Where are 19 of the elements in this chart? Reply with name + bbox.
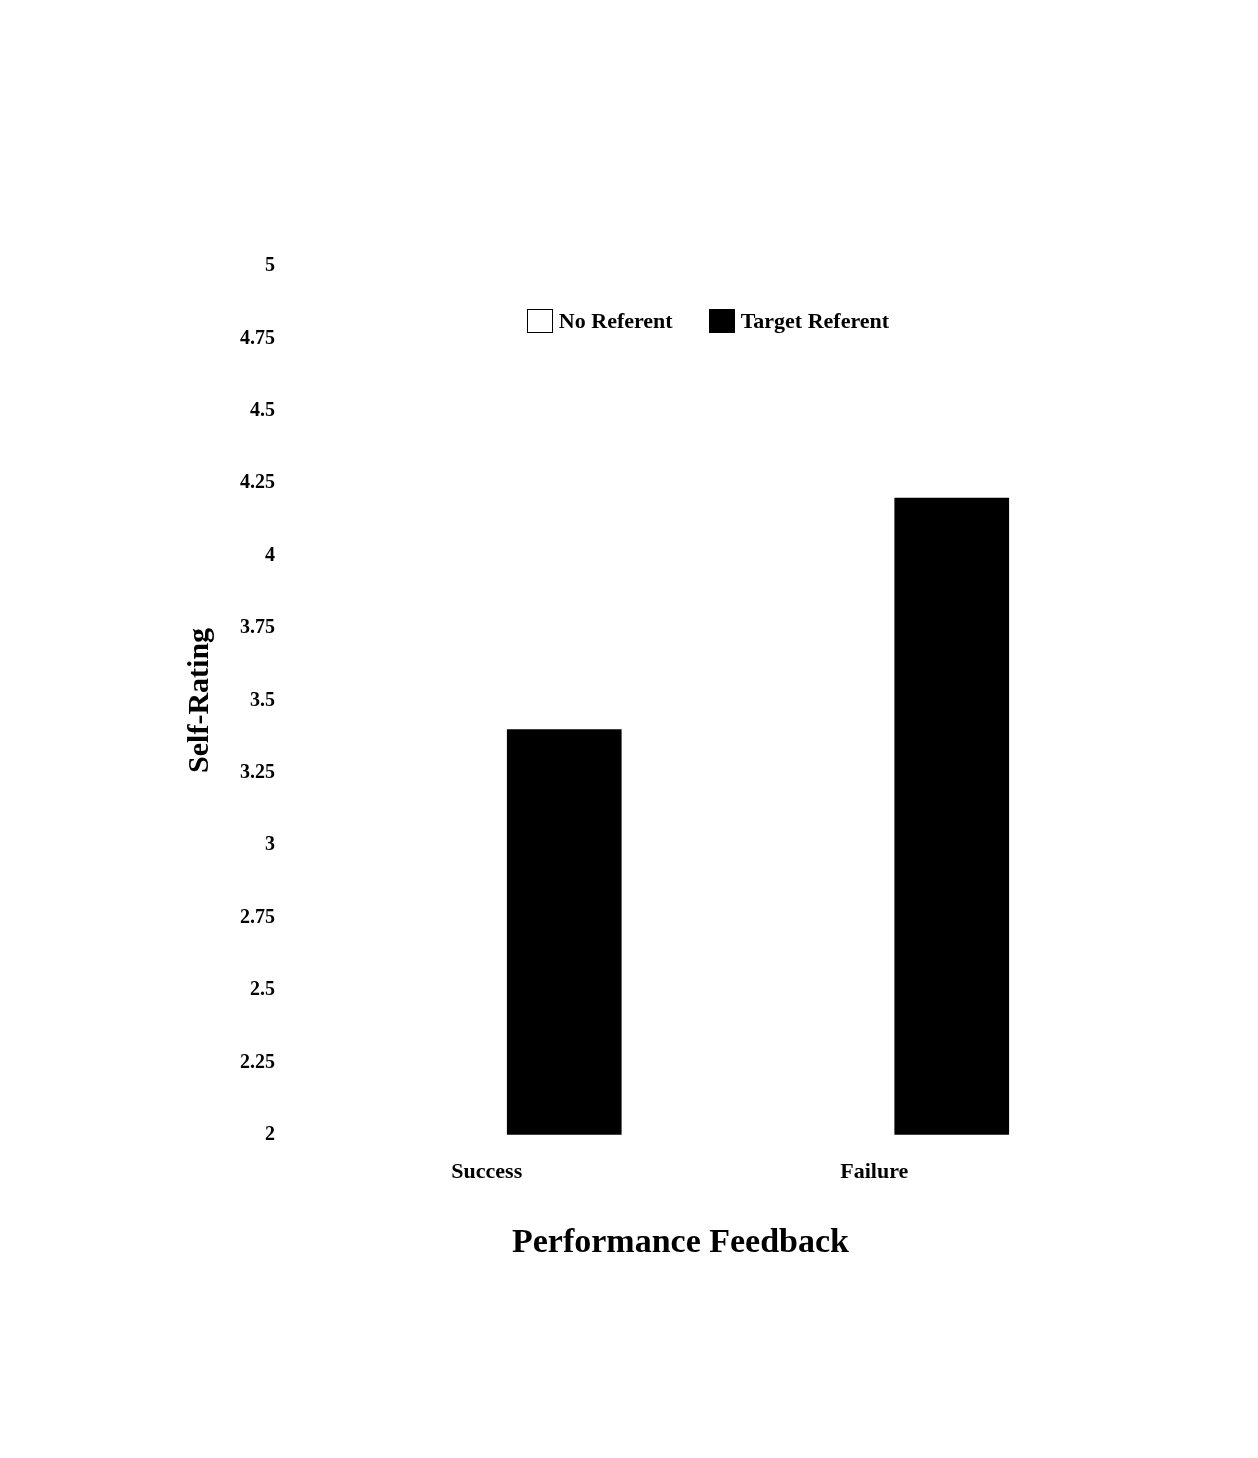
y-tick-label: 2.5 (250, 977, 275, 1000)
y-tick-label: 2.25 (240, 1049, 275, 1072)
y-tick-label: 2 (265, 1121, 275, 1144)
x-axis-title: Performance Feedback (511, 1222, 850, 1260)
legend-label: No Referent (558, 308, 673, 334)
y-tick-label: 3.75 (240, 615, 275, 638)
y-tick-label: 3 (265, 832, 275, 855)
y-axis-title: Self-Rating (180, 627, 214, 773)
y-tick-label: 2.75 (240, 904, 275, 927)
y-tick-label: 3.25 (240, 759, 275, 782)
y-tick-label: 4.5 (250, 397, 275, 420)
x-tick-label: Success (451, 1157, 523, 1183)
y-tick-label: 4.75 (240, 325, 275, 348)
y-tick-label: 4 (265, 542, 275, 565)
y-tick-label: 4.25 (240, 470, 275, 493)
y-tick-label: 3.5 (250, 687, 275, 710)
legend-label: Target Referent (740, 308, 890, 334)
x-tick-label: Failure (840, 1157, 909, 1183)
y-tick-label: 5 (265, 253, 275, 276)
